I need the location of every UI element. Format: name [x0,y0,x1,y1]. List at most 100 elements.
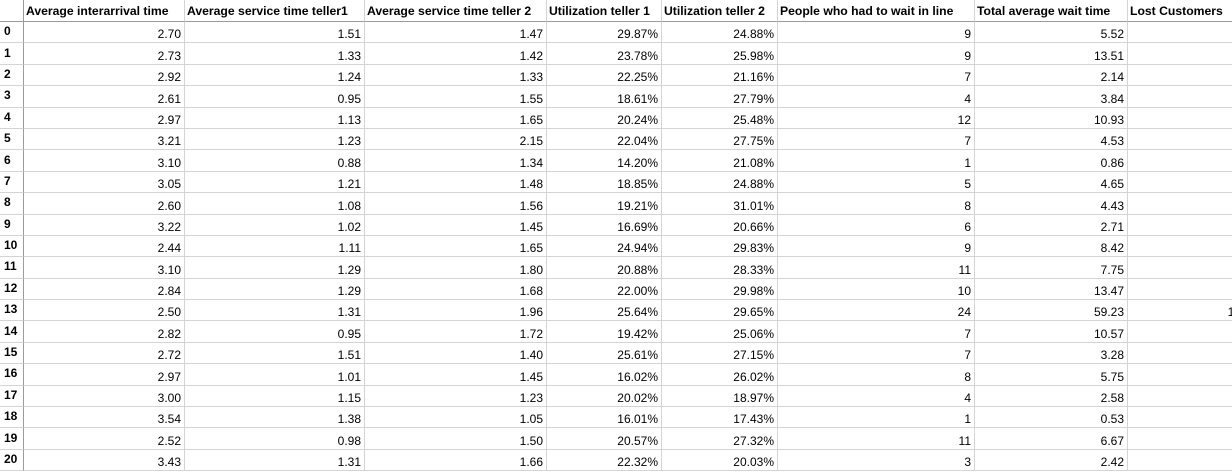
table-cell[interactable]: 1.68 [365,278,547,301]
table-cell[interactable]: 0 [1128,386,1232,408]
column-header[interactable]: People who had to wait in line [778,0,975,22]
table-cell[interactable]: 0 [1128,172,1232,194]
table-cell[interactable]: 2.44 [24,235,185,258]
table-cell[interactable]: 23.78% [547,43,662,65]
table-cell[interactable]: 2.52 [24,428,185,450]
table-cell[interactable]: 2.84 [24,278,185,301]
table-cell[interactable]: 3.43 [24,449,185,472]
table-cell[interactable]: 3.21 [24,128,185,151]
table-cell[interactable]: 20.57% [547,428,662,450]
table-cell[interactable]: 1.29 [185,257,365,279]
table-cell[interactable]: 7 [778,128,975,151]
table-cell[interactable]: 4 [778,86,975,108]
table-cell[interactable]: 0 [1128,65,1232,87]
table-cell[interactable]: 0 [1128,193,1232,215]
table-cell[interactable]: 1.33 [185,43,365,65]
table-cell[interactable]: 1.65 [365,107,547,129]
table-cell[interactable]: 1.55 [365,86,547,108]
table-cell[interactable]: 4 [778,385,975,408]
table-cell[interactable]: 0 [1128,236,1232,258]
table-cell[interactable]: 1.42 [365,43,547,65]
table-cell[interactable]: 1 [778,150,975,172]
table-cell[interactable]: 2.92 [24,64,185,87]
table-cell[interactable]: 5.52 [975,22,1128,44]
column-header[interactable]: Utilization teller 1 [547,0,662,22]
table-cell[interactable]: 0 [1128,43,1232,65]
table-cell[interactable]: 2.15 [365,128,547,151]
table-cell[interactable]: 3.22 [24,214,185,236]
table-cell[interactable]: 0.88 [185,150,365,172]
table-cell[interactable]: 1.21 [185,171,365,194]
table-cell[interactable]: 1.29 [185,278,365,301]
table-cell[interactable]: 7 [778,321,975,343]
table-cell[interactable]: 29.87% [547,22,662,44]
table-cell[interactable]: 1.50 [365,428,547,450]
table-cell[interactable]: 0 [1128,428,1232,450]
table-cell[interactable]: 18.61% [547,86,662,108]
table-cell[interactable]: 0.95 [185,86,365,108]
table-cell[interactable]: 2.82 [24,321,185,343]
table-cell[interactable]: 2.72 [24,342,185,365]
table-cell[interactable]: 1.45 [365,364,547,386]
table-cell[interactable]: 6.67 [975,428,1128,450]
table-cell[interactable]: 21.08% [662,150,778,172]
table-cell[interactable]: 2.73 [24,43,185,65]
table-cell[interactable]: 4.43 [975,193,1128,215]
table-cell[interactable]: 24.88% [662,171,778,194]
table-cell[interactable]: 17.43% [662,407,778,429]
table-cell[interactable]: 22.32% [547,449,662,472]
table-cell[interactable]: 10.93 [975,107,1128,129]
table-cell[interactable]: 28.33% [662,257,778,279]
table-cell[interactable]: 29.98% [662,278,778,301]
table-cell[interactable]: 14.20% [547,150,662,172]
table-cell[interactable]: 5 [778,171,975,194]
table-cell[interactable]: 5.75 [975,364,1128,386]
table-cell[interactable]: 0 [1128,450,1232,472]
table-cell[interactable]: 11 [778,428,975,450]
table-cell[interactable]: 1.51 [185,342,365,365]
table-cell[interactable]: 3 [778,449,975,472]
table-cell[interactable]: 25.61% [547,342,662,365]
table-cell[interactable]: 0 [1128,279,1232,301]
table-cell[interactable]: 1.56 [365,193,547,215]
table-cell[interactable]: 7.75 [975,257,1128,279]
table-cell[interactable]: 3.05 [24,171,185,194]
table-cell[interactable]: 0.98 [185,428,365,450]
table-cell[interactable]: 0.95 [185,321,365,343]
table-cell[interactable]: 3.10 [24,257,185,279]
table-cell[interactable]: 1.01 [185,364,365,386]
column-header[interactable]: Utilization teller 2 [662,0,778,22]
column-header[interactable]: Total average wait time [975,0,1128,22]
table-cell[interactable]: 0 [1128,407,1232,429]
table-cell[interactable]: 7 [778,342,975,365]
table-cell[interactable]: 3.84 [975,86,1128,108]
table-cell[interactable]: 0 [1128,215,1232,236]
table-cell[interactable]: 1.08 [185,193,365,215]
table-cell[interactable]: 1.05 [365,407,547,429]
table-cell[interactable]: 12 [1128,300,1232,322]
table-cell[interactable]: 0 [1128,364,1232,386]
table-cell[interactable]: 1.47 [365,22,547,44]
table-cell[interactable]: 16.69% [547,214,662,236]
table-cell[interactable]: 1.45 [365,214,547,236]
table-cell[interactable]: 25.06% [662,321,778,343]
table-cell[interactable]: 9 [778,235,975,258]
column-header[interactable]: Average service time teller 2 [365,0,547,22]
table-cell[interactable]: 6 [778,214,975,236]
table-cell[interactable]: 8 [778,364,975,386]
table-cell[interactable]: 0 [1128,257,1232,279]
table-cell[interactable]: 20.03% [662,449,778,472]
table-cell[interactable]: 27.32% [662,428,778,450]
table-cell[interactable]: 19.42% [547,321,662,343]
table-cell[interactable]: 25.64% [547,300,662,322]
table-cell[interactable]: 0.53 [975,407,1128,429]
table-cell[interactable]: 18.85% [547,171,662,194]
table-cell[interactable]: 24.94% [547,235,662,258]
table-cell[interactable]: 24 [778,300,975,322]
table-cell[interactable]: 1.31 [185,300,365,322]
table-cell[interactable]: 2.58 [975,385,1128,408]
table-cell[interactable]: 27.15% [662,342,778,365]
table-cell[interactable]: 3.10 [24,150,185,172]
table-cell[interactable]: 2.97 [24,107,185,129]
table-cell[interactable]: 3.28 [975,342,1128,365]
